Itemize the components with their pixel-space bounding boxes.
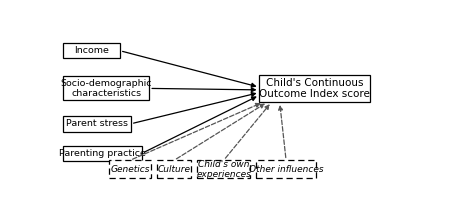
FancyBboxPatch shape (63, 146, 142, 161)
Text: Socio-demographic
characteristics: Socio-demographic characteristics (60, 79, 152, 98)
Text: Culture: Culture (157, 165, 191, 174)
Text: Other influences: Other influences (249, 165, 323, 174)
FancyBboxPatch shape (197, 160, 250, 178)
Text: Child's Continuous
Outcome Index score: Child's Continuous Outcome Index score (259, 78, 370, 99)
FancyBboxPatch shape (63, 76, 149, 100)
FancyBboxPatch shape (63, 116, 131, 132)
Text: Parent stress: Parent stress (66, 119, 128, 128)
Text: Genetics: Genetics (110, 165, 150, 174)
Text: Parenting practice: Parenting practice (59, 149, 146, 158)
Text: Income: Income (74, 46, 109, 55)
Text: Child's own
experiences: Child's own experiences (196, 160, 251, 179)
FancyBboxPatch shape (109, 160, 151, 178)
FancyBboxPatch shape (259, 75, 370, 102)
FancyBboxPatch shape (256, 160, 317, 178)
FancyBboxPatch shape (156, 160, 191, 178)
FancyBboxPatch shape (63, 43, 120, 58)
